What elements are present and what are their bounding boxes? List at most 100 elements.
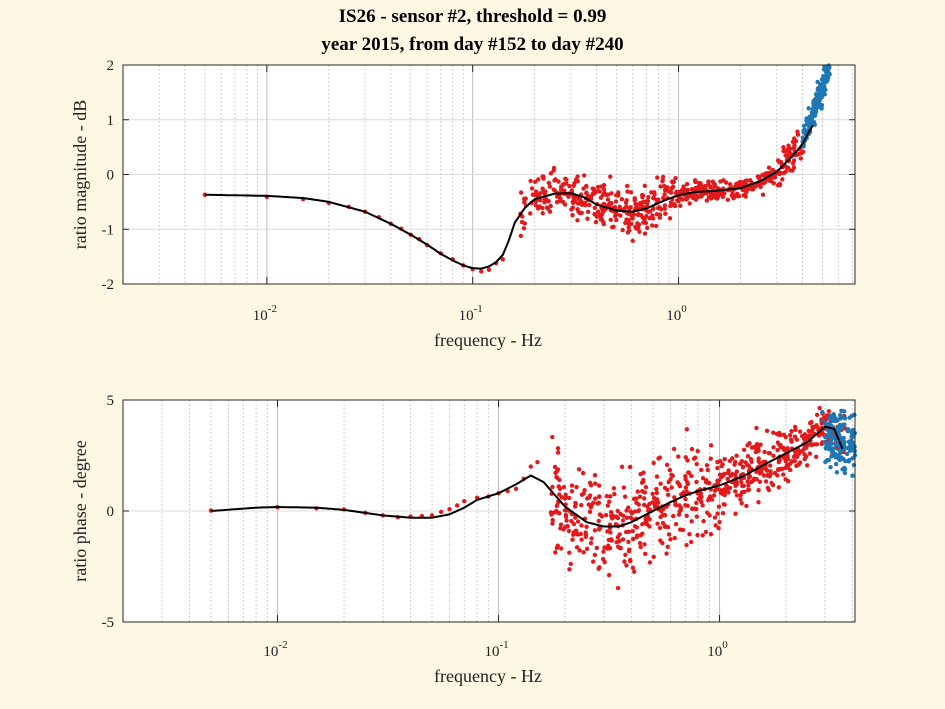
data-point (792, 424, 798, 430)
data-point (673, 175, 678, 181)
data-point (814, 412, 820, 418)
data-point (591, 186, 597, 192)
data-point (666, 532, 672, 537)
data-point (625, 183, 630, 189)
data-point (656, 197, 661, 202)
data-point (622, 494, 628, 499)
data-point (570, 205, 576, 211)
data-point (620, 537, 626, 542)
data-point (564, 518, 569, 523)
data-point (665, 544, 670, 550)
chart-title-line-1: IS26 - sensor #2, threshold = 0.99 (338, 6, 607, 27)
data-point (557, 477, 562, 483)
data-point (739, 479, 744, 485)
data-point (785, 456, 791, 462)
data-point (661, 183, 667, 189)
data-point (647, 517, 652, 522)
data-point (663, 211, 668, 216)
data-point (641, 477, 646, 483)
data-point (571, 183, 576, 188)
data-point (694, 461, 699, 467)
data-point (672, 201, 677, 207)
data-point (643, 516, 648, 522)
data-point (710, 179, 716, 184)
data-point (558, 546, 564, 551)
data-point (756, 456, 761, 461)
data-point (784, 153, 790, 158)
data-point (623, 200, 629, 205)
data-point (803, 445, 809, 451)
data-point (554, 545, 560, 551)
data-point (564, 181, 569, 186)
data-point (634, 226, 639, 231)
data-point (713, 523, 718, 528)
data-point (668, 200, 674, 205)
data-point (614, 193, 619, 198)
data-point (746, 187, 751, 192)
data-point (597, 565, 602, 570)
data-point (529, 186, 535, 191)
data-point (599, 184, 604, 189)
data-point (600, 207, 605, 212)
data-point (787, 432, 793, 438)
data-point (623, 552, 628, 557)
data-point (708, 196, 714, 201)
magnitude-ticks: -2 -1 0 1 2 10-2 10-1 100 (102, 58, 855, 324)
data-point (618, 213, 623, 218)
phase-grid (123, 399, 855, 623)
data-point (754, 449, 760, 454)
data-point (745, 454, 751, 459)
data-point (743, 460, 748, 465)
data-point (592, 472, 598, 478)
data-point (658, 184, 663, 189)
data-point (554, 469, 559, 474)
data-point (522, 221, 527, 226)
data-point (683, 485, 689, 490)
data-point (654, 474, 660, 479)
data-point (673, 190, 679, 196)
data-point (670, 473, 675, 478)
data-point (580, 470, 586, 476)
magnitude-plot: -2 -1 0 1 2 10-2 10-1 100 frequency - Hz ratio m… (70, 58, 856, 350)
data-point (725, 476, 730, 482)
data-point (665, 487, 670, 492)
x-tick-label: 10-2 (253, 303, 277, 324)
data-point (659, 207, 664, 212)
data-point (844, 451, 850, 457)
data-point (745, 487, 751, 493)
data-point (597, 213, 602, 219)
data-point (841, 435, 846, 441)
data-point (668, 190, 674, 195)
data-point (689, 187, 694, 192)
data-point (575, 201, 581, 206)
data-point (646, 194, 651, 200)
data-point (777, 181, 783, 187)
data-point (586, 495, 592, 501)
data-point (841, 447, 847, 453)
data-point (641, 502, 647, 508)
data-point (551, 168, 556, 173)
data-point (774, 431, 780, 437)
data-point (635, 489, 640, 494)
data-point (598, 217, 604, 222)
data-point (842, 470, 848, 476)
data-point (689, 506, 695, 511)
data-point (792, 136, 797, 141)
data-point (553, 177, 558, 182)
data-point (614, 217, 619, 223)
data-point (716, 504, 722, 509)
data-point (797, 449, 803, 454)
data-point (813, 424, 818, 429)
data-point (749, 459, 754, 465)
data-point (668, 477, 673, 482)
data-point (683, 455, 688, 460)
data-point (641, 199, 646, 204)
data-point (569, 518, 574, 524)
data-point (595, 184, 601, 190)
data-point (592, 205, 598, 211)
data-point (691, 456, 697, 461)
data-point (790, 139, 796, 145)
data-point (550, 517, 555, 523)
data-point (729, 192, 735, 198)
data-point (739, 459, 745, 464)
